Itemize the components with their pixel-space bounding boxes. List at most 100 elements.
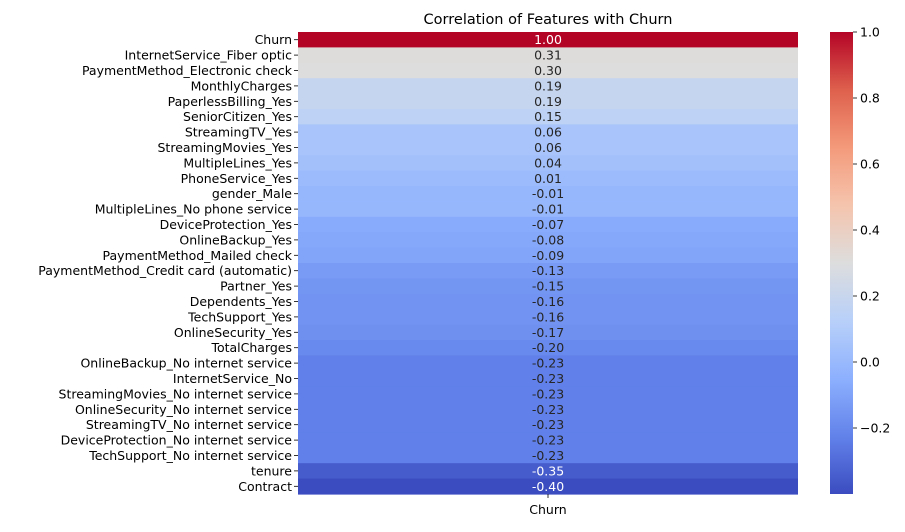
row-label: SeniorCitizen_Yes [183, 109, 292, 124]
cell-annotation: 1.00 [534, 32, 562, 47]
row-label: Dependents_Yes [190, 294, 292, 309]
heatmap-cell [298, 447, 798, 464]
row-label: InternetService_No [173, 371, 292, 386]
colorbar-tick-label: 0.0 [860, 355, 880, 370]
cell-annotation: 0.04 [534, 155, 562, 170]
heatmap-cell [298, 370, 798, 387]
row-label: MultipleLines_No phone service [95, 202, 293, 217]
cell-annotation: -0.23 [532, 448, 564, 463]
colorbar-tick-label: 1.0 [860, 25, 880, 40]
cell-annotation: 0.19 [534, 94, 562, 109]
heatmap-cell [298, 232, 798, 249]
cell-annotation: -0.16 [532, 294, 564, 309]
x-tick-label: Churn [529, 502, 566, 517]
cell-annotation: -0.01 [532, 186, 564, 201]
heatmap-cell [298, 355, 798, 372]
heatmap-cell [298, 309, 798, 326]
row-label: StreamingMovies_Yes [158, 140, 293, 155]
row-label: OnlineBackup_No internet service [80, 356, 292, 371]
heatmap-cell [298, 201, 798, 218]
cell-annotation: -0.09 [532, 248, 564, 263]
cell-annotation: -0.40 [532, 479, 564, 494]
row-label: gender_Male [212, 186, 292, 201]
heatmap-cell [298, 417, 798, 433]
cell-annotation: -0.23 [532, 371, 564, 386]
heatmap-cell [298, 386, 798, 403]
cell-annotation: 0.06 [534, 140, 562, 155]
row-label: Partner_Yes [220, 279, 292, 294]
cell-annotation: -0.01 [532, 202, 564, 217]
row-label: InternetService_Fiber optic [125, 48, 293, 63]
cell-annotation: 0.01 [534, 171, 562, 186]
colorbar-tick-label: 0.4 [860, 223, 880, 238]
chart-title: Correlation of Features with Churn [424, 12, 673, 28]
row-label: DeviceProtection_No internet service [61, 433, 293, 448]
row-label: TechSupport_No internet service [88, 448, 292, 463]
heatmap-cell [298, 293, 798, 310]
row-label: PhoneService_Yes [181, 171, 292, 186]
row-label: PaperlessBilling_Yes [168, 94, 292, 109]
row-label: Contract [238, 479, 292, 494]
cell-annotation: -0.08 [532, 232, 564, 247]
row-label: StreamingMovies_No internet service [59, 386, 293, 401]
heatmap-cell [298, 186, 798, 202]
cell-annotation: 0.19 [534, 78, 562, 93]
heatmap-cell [298, 401, 798, 418]
heatmap-cell [298, 170, 798, 187]
heatmap-cell [298, 93, 798, 110]
cell-annotation: -0.20 [532, 340, 564, 355]
row-label: tenure [251, 463, 292, 478]
heatmap-cell [298, 324, 798, 341]
cell-annotation: 0.06 [534, 125, 562, 140]
cell-annotation: -0.35 [532, 463, 564, 478]
row-label: TotalCharges [210, 340, 292, 355]
heatmap-cell [298, 155, 798, 172]
row-label: StreamingTV_No internet service [86, 417, 292, 432]
cell-annotation: -0.16 [532, 309, 564, 324]
cell-annotation: -0.15 [532, 279, 564, 294]
cell-annotation: -0.07 [532, 217, 564, 232]
colorbar-gradient [830, 32, 853, 494]
row-label: MonthlyCharges [191, 78, 292, 93]
heatmap-cell [298, 47, 798, 64]
heatmap-cell [298, 340, 798, 356]
colorbar-tick-label: −0.2 [860, 421, 890, 436]
row-label: DeviceProtection_Yes [160, 217, 292, 232]
heatmap-cell [298, 263, 798, 279]
row-label: OnlineBackup_Yes [179, 232, 292, 247]
heatmap-cell [298, 463, 798, 480]
colorbar-tick-label: 0.6 [860, 157, 880, 172]
heatmap-cell [298, 216, 798, 233]
colorbar-tick-label: 0.2 [860, 289, 880, 304]
row-label: MultipleLines_Yes [183, 155, 292, 170]
heatmap-cell [298, 62, 798, 79]
cell-annotation: 0.30 [534, 63, 562, 78]
x-axis: Churn [529, 494, 567, 517]
heatmap-cell [298, 124, 798, 141]
cell-annotation: -0.13 [532, 263, 564, 278]
row-label: OnlineSecurity_Yes [174, 325, 292, 340]
heatmap-cell [298, 278, 798, 295]
cell-annotation: -0.23 [532, 433, 564, 448]
row-label: OnlineSecurity_No internet service [75, 402, 292, 417]
cell-annotation: 0.31 [534, 48, 562, 63]
heatmap-cell [298, 478, 798, 495]
heatmap-cells: 1.000.310.300.190.190.150.060.060.040.01… [298, 32, 798, 495]
colorbar: 1.0 0.8 0.6 0.4 0.2 0.0 −0.2 [830, 25, 890, 494]
cell-annotation: -0.23 [532, 402, 564, 417]
row-label: Churn [255, 32, 292, 47]
heatmap-cell [298, 32, 798, 48]
row-label: StreamingTV_Yes [185, 125, 292, 140]
heatmap-cell [298, 139, 798, 156]
cell-annotation: -0.23 [532, 356, 564, 371]
heatmap-cell [298, 78, 798, 95]
cell-annotation: -0.17 [532, 325, 564, 340]
row-label: PaymentMethod_Mailed check [103, 248, 293, 263]
row-label: PaymentMethod_Credit card (automatic) [38, 263, 292, 278]
cell-annotation: 0.15 [534, 109, 562, 124]
colorbar-tick-label: 0.8 [860, 91, 880, 106]
row-label: TechSupport_Yes [187, 309, 292, 324]
heatmap-cell [298, 432, 798, 449]
